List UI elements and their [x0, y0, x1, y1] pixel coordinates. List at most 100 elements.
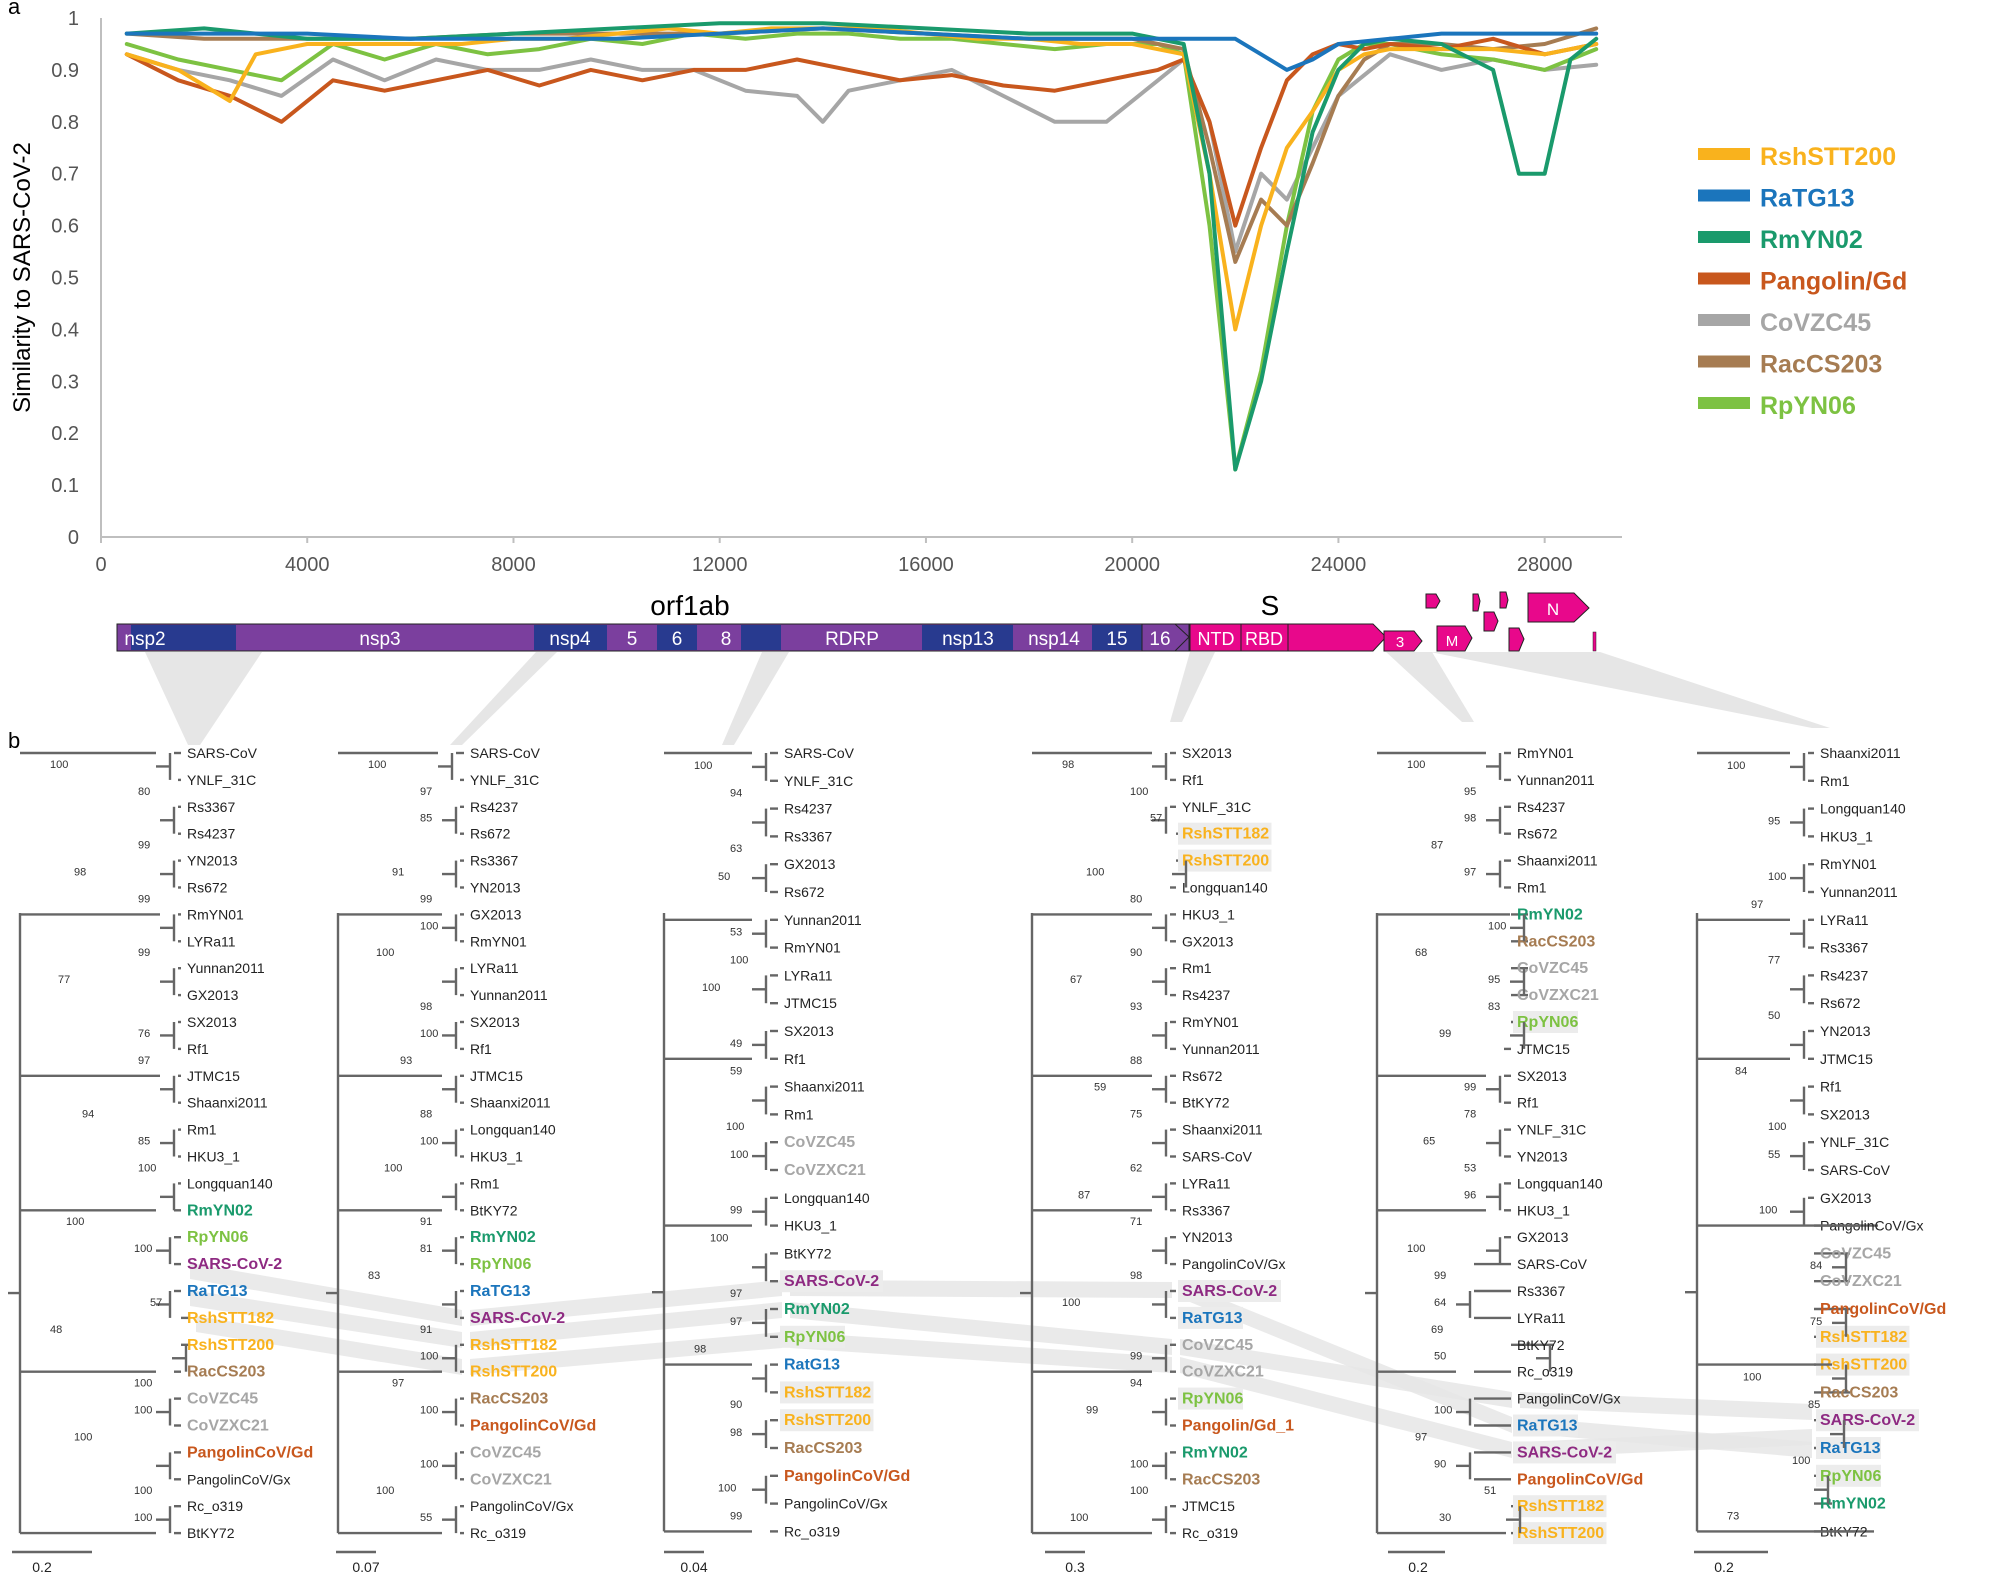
tree-taxon-label: YNLF_31C — [1820, 1134, 1889, 1150]
bootstrap-value: 100 — [376, 1485, 394, 1497]
bootstrap-value: 100 — [420, 1028, 438, 1040]
genome-to-tree-funnel — [722, 652, 789, 745]
bootstrap-value: 93 — [400, 1055, 412, 1067]
tree-taxon-label: GX2013 — [1182, 933, 1234, 949]
tree-taxon-label: Rm1 — [1517, 880, 1547, 896]
y-tick-label: 0 — [68, 527, 79, 549]
tree-taxon-label: Shaanxi2011 — [1182, 1122, 1263, 1138]
tree-taxon-label: Shaanxi2011 — [1820, 745, 1901, 761]
tree-taxon-label: RmYN02 — [1182, 1444, 1248, 1461]
orf1ab-domain — [922, 625, 1013, 650]
tree-scale-label: 0.3 — [1065, 1559, 1085, 1575]
tree-taxon-label: RmYN01 — [1820, 856, 1877, 872]
taxon-highlight — [1513, 1441, 1616, 1464]
tree-taxon-label: RshSTT200 — [1820, 1357, 1907, 1374]
bootstrap-value: 99 — [138, 947, 150, 959]
tree-taxon-label: PangolinCoV/Gd — [1820, 1301, 1946, 1318]
bootstrap-value: 100 — [1062, 1297, 1080, 1309]
bootstrap-value: 97 — [1464, 867, 1476, 879]
bootstrap-value: 100 — [420, 1136, 438, 1148]
tree-taxon-label: Rs3367 — [784, 828, 832, 844]
bootstrap-value: 87 — [1431, 840, 1443, 852]
series-line-covzc45 — [124, 52, 1599, 254]
tree-taxon-label: Rs4237 — [1820, 967, 1868, 983]
tree-taxon-label: PangolinCoV/Gd — [187, 1444, 313, 1461]
x-tick-label: 12000 — [692, 554, 748, 576]
taxon-highlight — [1816, 1353, 1910, 1376]
tree-taxon-label: Rs3367 — [1517, 1283, 1565, 1299]
bootstrap-value: 84 — [1810, 1260, 1822, 1272]
bootstrap-value: 78 — [1464, 1109, 1476, 1121]
tree-taxon-label: RmYN01 — [1517, 745, 1574, 761]
tree-taxon-label: JTMC15 — [1517, 1041, 1570, 1057]
tree-taxon-label: CoVZC45 — [784, 1134, 855, 1151]
tree-taxon-label: RshSTT200 — [470, 1364, 557, 1381]
bootstrap-value: 100 — [134, 1485, 152, 1497]
tree-taxon-label: CoVZXC21 — [784, 1162, 866, 1179]
tree-taxon-label: PangolinCoV/Gx — [1517, 1391, 1621, 1407]
orf1ab-label: orf1ab — [650, 590, 729, 621]
bootstrap-value: 98 — [1130, 1270, 1142, 1282]
bootstrap-value: 100 — [718, 1483, 736, 1495]
tree-scale-label: 0.2 — [32, 1559, 52, 1575]
tree-scale-label: 0.07 — [352, 1559, 379, 1575]
taxon-link-band — [790, 1302, 1172, 1355]
taxon-highlight — [1513, 1522, 1607, 1545]
tree-taxon-label: YN2013 — [470, 880, 521, 896]
tree-taxon-label: GX2013 — [1820, 1190, 1872, 1206]
tree-taxon-label: Rc_o319 — [187, 1498, 243, 1514]
tree-taxon-label: Rm1 — [470, 1175, 500, 1191]
bootstrap-value: 100 — [134, 1243, 152, 1255]
bootstrap-value: 90 — [1434, 1458, 1446, 1470]
bootstrap-value: 99 — [730, 1510, 742, 1522]
bootstrap-value: 90 — [1130, 947, 1142, 959]
bootstrap-value: 94 — [82, 1109, 94, 1121]
genome-segment-label: nsp2 — [124, 629, 165, 650]
tree-taxon-label: Longquan140 — [1182, 880, 1268, 896]
tree-taxon-label: Shaanxi2011 — [470, 1095, 551, 1111]
tree-scale-label: 0.04 — [680, 1559, 707, 1575]
bootstrap-value: 99 — [1130, 1351, 1142, 1363]
tree-taxon-label: HKU3_1 — [784, 1218, 837, 1234]
tree-taxon-label: Rs4237 — [187, 826, 235, 842]
taxon-link-band — [1520, 1417, 1812, 1458]
bootstrap-value: 59 — [730, 1066, 742, 1078]
tree-taxon-label: SARS-CoV — [784, 745, 855, 761]
tree-taxon-label: Yunnan2011 — [187, 960, 265, 976]
phylogenetic-trees: SARS-CoVYNLF_31CRs3367Rs4237YN2013Rs672R… — [8, 745, 1946, 1575]
tree-taxon-label: RshSTT200 — [1517, 1525, 1604, 1542]
bootstrap-value: 97 — [1415, 1431, 1427, 1443]
tree-taxon-label: RshSTT182 — [470, 1337, 557, 1354]
bootstrap-value: 81 — [420, 1243, 432, 1255]
genome-to-tree-funnel — [1430, 652, 1830, 728]
bootstrap-value: 99 — [1439, 1028, 1451, 1040]
bootstrap-value: 100 — [1792, 1455, 1810, 1467]
bootstrap-value: 94 — [730, 788, 742, 800]
tree-taxon-label: RmYN02 — [1820, 1496, 1886, 1513]
bootstrap-value: 55 — [420, 1512, 432, 1524]
bootstrap-value: 100 — [420, 1351, 438, 1363]
tree-taxon-label: Yunnan2011 — [1517, 772, 1595, 788]
tree-taxon-label: Rf1 — [470, 1041, 492, 1057]
tree-taxon-label: Yunnan2011 — [784, 912, 862, 928]
orf1ab-domain — [1092, 625, 1142, 650]
bootstrap-value: 100 — [134, 1512, 152, 1524]
tree-taxon-label: RacCS203 — [1820, 1384, 1898, 1401]
bootstrap-value: 99 — [138, 840, 150, 852]
y-tick-label: 0.9 — [51, 60, 79, 82]
panel-a-label: a — [8, 0, 21, 19]
tree-taxon-label: CoVZXC21 — [187, 1418, 269, 1435]
tree-taxon-label: RaTG13 — [187, 1283, 248, 1300]
tree-taxon-label: RmYN01 — [470, 933, 527, 949]
genome-segment-label: 6 — [672, 629, 683, 650]
bootstrap-value: 100 — [730, 1149, 748, 1161]
orf1ab-domain — [534, 625, 607, 650]
tree-taxon-label: YNLF_31C — [1517, 1122, 1586, 1138]
tree-taxon-label: CoVZXC21 — [1182, 1364, 1264, 1381]
bootstrap-value: 100 — [1768, 871, 1786, 883]
tree-taxon-label: JTMC15 — [470, 1068, 523, 1084]
bootstrap-value: 100 — [1488, 920, 1506, 932]
tree-taxon-label: CoVZXC21 — [470, 1471, 552, 1488]
x-tick-label: 0 — [95, 554, 106, 576]
bootstrap-value: 97 — [420, 786, 432, 798]
